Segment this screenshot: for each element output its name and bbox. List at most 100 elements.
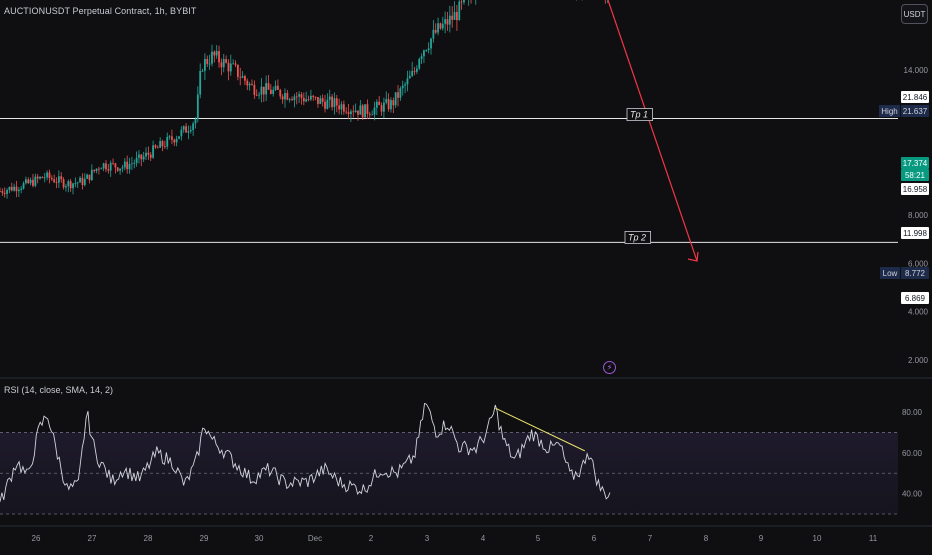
time-tick-label: 4 <box>481 534 486 543</box>
candle-body <box>206 59 208 64</box>
candle-body <box>162 141 164 146</box>
candle-body <box>213 52 215 56</box>
rsi-tick-label: 80.00 <box>902 408 923 417</box>
candle-body <box>282 96 284 99</box>
candle-body <box>37 177 39 179</box>
rsi-tick-label: 40.00 <box>902 490 923 499</box>
candle-body <box>364 104 366 117</box>
time-tick-label: 3 <box>425 534 430 543</box>
candle-body <box>367 104 369 114</box>
candle-body <box>230 64 232 72</box>
candle-body <box>228 63 230 72</box>
candle-body <box>378 102 380 105</box>
candle-body <box>284 93 286 99</box>
currency-button[interactable]: USDT <box>901 4 928 24</box>
candle-body <box>263 87 265 95</box>
candle-body <box>275 86 277 90</box>
high-tag: High <box>881 107 897 116</box>
candle-body <box>173 140 175 143</box>
candle-body <box>312 96 314 97</box>
candle-body <box>317 97 319 104</box>
candle-body <box>100 168 102 169</box>
candle-body <box>218 51 220 62</box>
candle-body <box>105 163 107 169</box>
candle-body <box>133 163 135 164</box>
candle-body <box>20 189 22 190</box>
candle-body <box>183 126 185 130</box>
candle-body <box>124 162 126 168</box>
candle-body <box>244 76 246 81</box>
rsi-indicator-title[interactable]: RSI (14, close, SMA, 14, 2) <box>4 385 113 395</box>
price-tick-label: 14.000 <box>904 66 929 75</box>
stoploss-level-badge: 21.846 <box>903 93 928 102</box>
candle-body <box>345 112 347 113</box>
time-tick-label: 28 <box>144 534 153 543</box>
candle-body <box>277 86 279 90</box>
candle-body <box>416 69 418 72</box>
candle-body <box>115 163 117 167</box>
candle-body <box>110 163 112 171</box>
candle-body <box>138 155 140 158</box>
candle-body <box>399 88 401 98</box>
candle-body <box>232 63 234 64</box>
candle-body <box>381 105 383 112</box>
candle-body <box>369 114 371 115</box>
candle-body <box>91 170 93 180</box>
candle-body <box>44 177 46 178</box>
low-tag: Low <box>883 269 898 278</box>
candle-body <box>338 105 340 109</box>
candle-body <box>326 100 328 109</box>
candle-body <box>119 169 121 171</box>
candle-body <box>58 176 60 182</box>
candle-body <box>18 190 20 191</box>
candle-body <box>310 96 312 100</box>
candle-body <box>322 98 324 102</box>
candle-body <box>432 30 434 39</box>
candle-body <box>442 24 444 29</box>
candle-body <box>261 87 263 95</box>
candle-body <box>279 90 281 97</box>
candle-body <box>437 23 439 32</box>
candle-body <box>6 190 8 194</box>
candle-body <box>454 12 456 20</box>
candle-body <box>463 0 465 2</box>
candle-body <box>449 16 451 25</box>
entry-level-badge: 16.958 <box>903 185 928 194</box>
candle-body <box>190 130 192 131</box>
candle-body <box>315 97 317 98</box>
last-price-badge: 17.374 <box>903 159 928 168</box>
candle-body <box>82 178 84 185</box>
candle-body <box>294 97 296 101</box>
candle-body <box>4 193 6 194</box>
countdown-badge: 58:21 <box>905 171 926 180</box>
lightning-bolt-icon[interactable]: ⚡ <box>603 361 616 374</box>
candle-body <box>176 139 178 143</box>
candle-body <box>461 2 463 3</box>
candle-body <box>192 123 194 130</box>
candle-body <box>251 84 253 85</box>
candle-body <box>185 126 187 132</box>
time-tick-label: 26 <box>32 534 41 543</box>
candle-body <box>246 81 248 86</box>
candle-body <box>131 163 133 164</box>
candle-body <box>159 141 161 148</box>
candle-body <box>74 183 76 184</box>
candle-body <box>30 180 32 183</box>
candle-body <box>308 99 310 100</box>
candle-body <box>291 99 293 100</box>
candle-body <box>376 102 378 108</box>
candle-body <box>418 59 420 68</box>
candle-body <box>435 30 437 33</box>
candle-body <box>171 136 173 139</box>
candle-body <box>178 136 180 138</box>
candle-body <box>411 71 413 76</box>
candle-body <box>362 105 364 117</box>
candle-body <box>34 177 36 186</box>
candle-body <box>397 92 399 98</box>
price-tick-label: 4.000 <box>908 308 929 317</box>
candle-body <box>296 97 298 98</box>
candle-body <box>414 71 416 72</box>
price-tick-label: 8.000 <box>908 211 929 220</box>
